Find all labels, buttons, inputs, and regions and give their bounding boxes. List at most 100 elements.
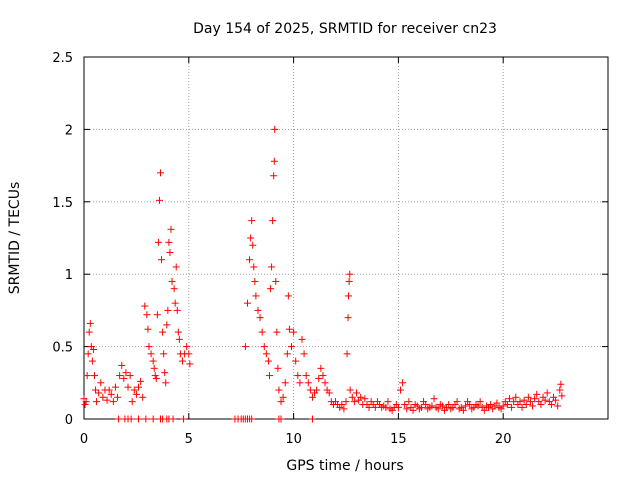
data-point	[394, 403, 402, 411]
data-point	[262, 350, 270, 358]
data-point	[342, 398, 350, 406]
data-point	[438, 402, 446, 410]
data-point	[304, 379, 312, 387]
data-point	[552, 396, 560, 404]
data-point	[319, 372, 327, 380]
data-point	[254, 306, 262, 314]
data-point	[308, 393, 316, 401]
data-point	[159, 328, 167, 336]
data-point	[283, 350, 291, 358]
data-point	[474, 402, 482, 410]
data-point	[350, 398, 358, 406]
data-point	[143, 311, 151, 319]
data-point	[107, 390, 115, 398]
data-point	[158, 256, 166, 264]
data-point	[557, 380, 565, 388]
data-point	[147, 350, 155, 358]
data-point	[445, 401, 453, 409]
data-point	[325, 389, 333, 397]
data-point	[174, 328, 182, 336]
data-point	[428, 402, 436, 410]
data-point	[302, 372, 310, 380]
data-point	[252, 292, 260, 300]
data-point	[83, 372, 91, 380]
data-point	[306, 386, 314, 394]
data-point	[82, 398, 90, 406]
data-point	[434, 405, 442, 413]
data-point	[371, 403, 379, 411]
data-point	[134, 383, 142, 391]
data-point	[345, 277, 353, 285]
data-point	[99, 393, 107, 401]
data-point	[103, 396, 111, 404]
data-point	[90, 372, 98, 380]
data-point	[154, 238, 162, 246]
data-point	[300, 350, 308, 358]
chart-title: Day 154 of 2025, SRMTID for receiver cn2…	[193, 21, 497, 37]
data-point	[249, 241, 257, 249]
data-point	[526, 398, 534, 406]
data-point	[150, 364, 158, 372]
data-point	[260, 343, 268, 351]
data-point	[533, 390, 541, 398]
data-point	[139, 393, 147, 401]
data-point	[292, 357, 300, 365]
data-point	[134, 415, 142, 423]
data-point	[346, 386, 354, 394]
x-axis-label: GPS time / hours	[286, 458, 403, 474]
data-point	[401, 401, 409, 409]
data-point	[167, 225, 175, 233]
data-point	[487, 401, 495, 409]
data-point	[250, 263, 258, 271]
data-point	[93, 398, 101, 406]
data-point	[157, 169, 165, 177]
grid-lines	[84, 57, 608, 419]
data-point	[247, 234, 255, 242]
data-point	[315, 374, 323, 382]
data-point	[149, 415, 157, 423]
data-point	[361, 395, 369, 403]
x-tick-label: 15	[390, 432, 407, 447]
data-point	[141, 302, 149, 310]
data-point	[340, 405, 348, 413]
data-point	[493, 399, 501, 407]
plot-frame	[83, 56, 609, 420]
data-point	[256, 314, 264, 322]
y-tick-label: 1	[65, 268, 73, 283]
x-tick-label: 20	[495, 432, 512, 447]
data-point	[516, 398, 524, 406]
data-point	[243, 299, 251, 307]
x-tick-label: 0	[80, 432, 88, 447]
data-point	[365, 403, 373, 411]
data-point	[403, 405, 411, 413]
data-point	[308, 415, 316, 423]
data-point	[126, 372, 134, 380]
data-point	[396, 386, 404, 394]
data-point	[357, 393, 365, 401]
data-point	[248, 217, 256, 225]
data-point	[281, 379, 289, 387]
data-point	[132, 390, 140, 398]
data-point	[271, 125, 279, 133]
data-point	[343, 350, 351, 358]
data-point	[142, 415, 150, 423]
data-point	[277, 415, 285, 423]
data-point	[554, 402, 562, 410]
data-point	[251, 277, 259, 285]
data-point	[267, 285, 275, 293]
data-point	[543, 389, 551, 397]
data-point	[127, 415, 135, 423]
data-point	[151, 372, 159, 380]
data-point	[122, 369, 130, 377]
x-tick-label: 10	[285, 432, 302, 447]
x-tick-label: 5	[185, 432, 193, 447]
data-point	[518, 403, 526, 411]
data-point	[499, 402, 507, 410]
data-point	[272, 277, 280, 285]
data-point	[352, 389, 360, 397]
data-point	[171, 299, 179, 307]
data-point	[118, 361, 126, 369]
data-point	[180, 415, 188, 423]
data-point	[115, 415, 123, 423]
